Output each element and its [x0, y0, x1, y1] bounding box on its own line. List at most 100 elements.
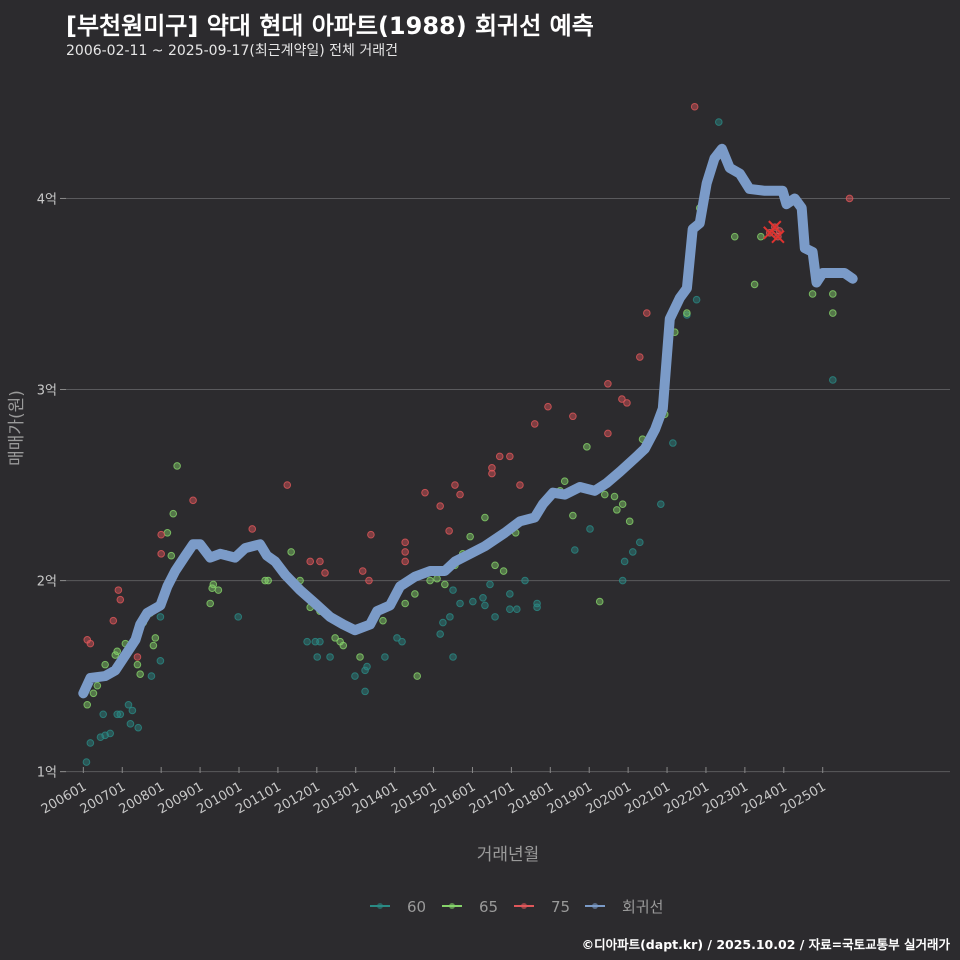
data-point-65	[111, 651, 120, 659]
data-point-65	[829, 309, 837, 317]
data-point-65	[133, 660, 142, 669]
data-point-75	[306, 557, 315, 566]
data-point-60	[234, 613, 243, 621]
data-point-75	[114, 586, 123, 594]
x-axis-label: 거래년월	[477, 845, 540, 865]
data-point-60	[533, 603, 541, 612]
chart-subtitle: 2006-02-11 ~ 2025-09-17(최근계약일) 전체 거래건	[66, 43, 398, 59]
data-point-65	[683, 309, 691, 317]
data-point-60	[313, 653, 322, 661]
data-point-65	[757, 232, 765, 241]
data-point-65	[426, 576, 434, 585]
data-point-75	[690, 102, 699, 111]
data-point-60	[381, 653, 389, 661]
data-point-65	[499, 567, 508, 575]
y-tick-label: 2억	[37, 575, 57, 590]
data-point-65	[113, 647, 122, 656]
data-point-60	[586, 525, 594, 533]
data-point-60	[393, 634, 401, 642]
legend-label: 60	[407, 898, 426, 916]
data-point-65	[491, 561, 499, 570]
data-point-65	[214, 586, 223, 594]
data-point-60	[326, 653, 334, 661]
data-point-60	[99, 710, 107, 719]
data-point-60	[126, 720, 135, 728]
legend-label: 회귀선	[622, 898, 663, 916]
data-point-65	[618, 500, 627, 508]
data-point-60	[481, 601, 489, 610]
data-point-75	[157, 530, 165, 539]
data-point-65	[167, 551, 176, 560]
data-point-65	[89, 689, 98, 698]
data-point-60	[636, 538, 644, 547]
data-point-60	[86, 739, 95, 747]
data-point-65	[339, 641, 348, 650]
data-point-60	[456, 599, 464, 608]
data-point-75	[569, 412, 577, 421]
data-point-75	[321, 569, 329, 577]
data-point-75	[365, 576, 373, 585]
chart-title: [부천원미구] 약대 현대 아파트(1988) 회귀선 예측	[66, 12, 594, 40]
data-point-60	[156, 657, 165, 665]
data-point-65	[206, 599, 215, 608]
data-point-65	[595, 597, 604, 606]
data-point-60	[303, 637, 311, 646]
data-point-75	[358, 567, 367, 575]
data-point-65	[569, 511, 577, 520]
data-point-65	[808, 290, 817, 298]
footer-credit: ©디아파트(dapt.kr) / 2025.10.02 / 자료=국토교통부 실…	[581, 937, 950, 952]
data-point-75	[436, 502, 444, 510]
data-point-60	[506, 605, 514, 614]
data-point-60	[657, 500, 665, 508]
data-point-75	[401, 557, 409, 566]
data-point-60	[513, 605, 521, 614]
data-point-60	[714, 118, 723, 126]
data-point-60	[683, 311, 691, 319]
y-tick-label: 3억	[37, 384, 57, 399]
data-point-75	[401, 538, 409, 547]
data-point-75	[845, 194, 854, 203]
data-point-65	[264, 576, 272, 585]
legend-label: 65	[479, 898, 498, 916]
data-point-65	[151, 634, 160, 642]
data-point-60	[82, 758, 91, 766]
data-point-75	[623, 399, 631, 407]
data-point-75	[445, 527, 453, 535]
data-point-60	[829, 376, 837, 384]
data-point-60	[620, 557, 629, 566]
data-point-65	[411, 590, 419, 598]
data-point-75	[488, 469, 496, 478]
data-point-60	[571, 546, 579, 554]
data-point-60	[479, 593, 487, 602]
data-point-60	[128, 706, 137, 715]
data-point-65	[93, 681, 102, 690]
data-point-65	[600, 490, 609, 499]
legend-marker-3	[592, 903, 598, 909]
data-point-65	[287, 548, 295, 556]
data-point-60	[116, 710, 125, 719]
data-point-65	[101, 660, 109, 669]
data-point-75	[544, 402, 552, 411]
data-point-60	[669, 439, 677, 447]
data-point-60	[629, 548, 637, 556]
data-point-60	[316, 637, 324, 646]
y-tick-label: 1억	[37, 766, 57, 781]
data-point-65	[169, 509, 178, 518]
legend-label: 75	[551, 898, 570, 916]
data-point-60	[351, 672, 359, 680]
data-point-75	[488, 464, 496, 472]
legend-marker-0	[377, 903, 383, 909]
data-point-60	[436, 630, 444, 638]
data-point-60	[486, 580, 494, 589]
legend-marker-2	[521, 903, 527, 909]
data-point-65	[209, 580, 218, 589]
data-point-65	[610, 492, 619, 501]
data-point-75	[283, 481, 292, 489]
data-point-60	[124, 700, 133, 709]
data-point-60	[398, 637, 406, 646]
data-point-75	[157, 550, 165, 558]
data-point-60	[446, 613, 454, 621]
data-point-65	[401, 599, 409, 608]
data-point-75	[604, 379, 612, 388]
data-point-75	[189, 496, 197, 505]
